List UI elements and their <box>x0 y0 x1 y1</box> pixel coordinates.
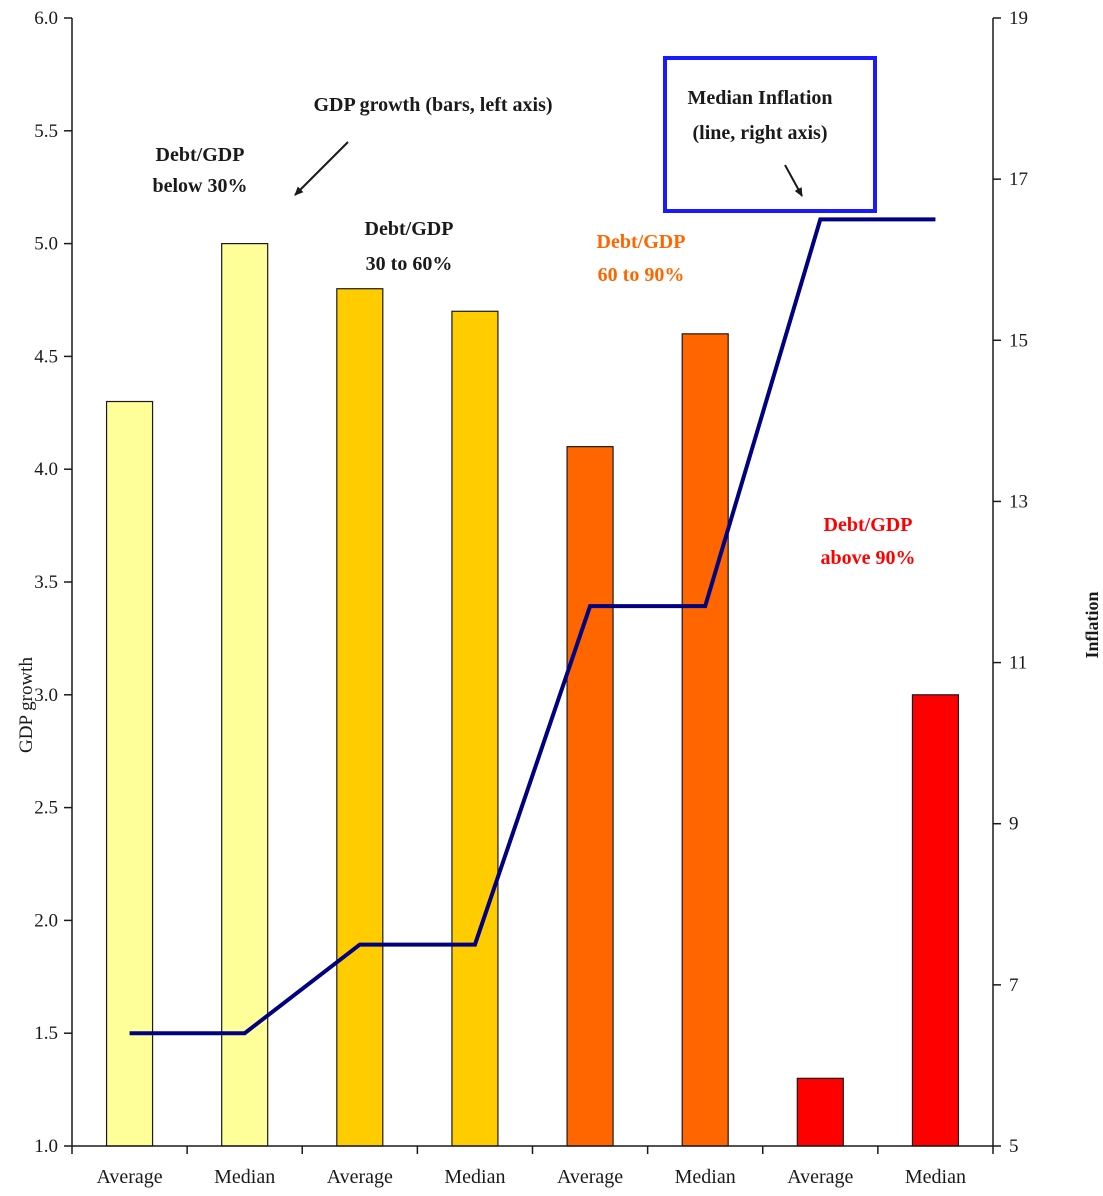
bar <box>451 310 499 1147</box>
bar <box>796 1077 844 1147</box>
bars-note-arrow <box>294 141 349 196</box>
line-note-1: Median Inflation <box>687 87 832 109</box>
inflation-line <box>129 217 936 1036</box>
group2-label-1: Debt/GDP <box>365 218 454 240</box>
y-tick-label: 4.5 <box>34 346 58 367</box>
y2-tick-label: 5 <box>1009 1136 1019 1157</box>
x-tick-label: Median <box>444 1166 505 1188</box>
bar <box>681 333 729 1147</box>
y-axis-title: GDP growth <box>16 657 37 753</box>
y2-tick-label: 11 <box>1009 653 1027 674</box>
x-tick-label: Average <box>557 1166 623 1188</box>
group4-label-2: above 90% <box>821 547 916 569</box>
bar <box>336 288 384 1147</box>
y-tick-label: 3.0 <box>34 685 58 706</box>
group1-label-2: below 30% <box>153 175 248 197</box>
line-note-arrow <box>784 164 803 197</box>
y2-tick-label: 7 <box>1009 975 1019 996</box>
x-tick-label: Median <box>675 1166 736 1188</box>
y-tick-label: 1.5 <box>34 1023 58 1044</box>
y-tick-label: 5.0 <box>34 234 58 255</box>
bar <box>566 446 614 1147</box>
group4-label-1: Debt/GDP <box>824 514 913 536</box>
group2-label-2: 30 to 60% <box>366 253 453 275</box>
axes: 1.0 1.5 2.0 2.5 3.0 3.5 4.0 4.5 5.0 5.5 6.0 5 7 9 11 13… <box>34 8 1028 1188</box>
x-tick-label: Median <box>905 1166 966 1188</box>
y-tick-label: 4.0 <box>34 459 58 480</box>
y-tick-label: 2.5 <box>34 798 58 819</box>
y-tick-label: 2.0 <box>34 910 58 931</box>
bar-series <box>105 243 960 1147</box>
y2-tick-label: 19 <box>1009 8 1028 29</box>
x-tick-label: Median <box>214 1166 275 1188</box>
y-tick-label: 6.0 <box>34 8 58 29</box>
y2-tick-label: 9 <box>1009 814 1019 835</box>
x-tick-label: Average <box>787 1166 853 1188</box>
x-tick-label: Average <box>96 1166 162 1188</box>
group3-label-2: 60 to 90% <box>598 264 685 286</box>
y-tick-label: 5.5 <box>34 121 58 142</box>
bar <box>105 400 154 1147</box>
line-note-2: (line, right axis) <box>693 122 828 144</box>
y2-axis-title: Inflation <box>1082 591 1102 658</box>
group1-label-1: Debt/GDP <box>156 144 245 166</box>
y2-tick-label: 17 <box>1009 169 1028 190</box>
y-tick-label: 1.0 <box>34 1136 58 1157</box>
group3-label-1: Debt/GDP <box>597 231 686 253</box>
bars-note: GDP growth (bars, left axis) <box>313 94 552 116</box>
y2-tick-label: 13 <box>1009 491 1028 512</box>
x-tick-label: Average <box>327 1166 393 1188</box>
y-tick-label: 3.5 <box>34 572 58 593</box>
bar <box>221 243 269 1147</box>
highlight-box <box>663 56 877 213</box>
bar <box>911 694 960 1147</box>
y2-tick-label: 15 <box>1009 330 1028 351</box>
inflation-line-series <box>129 217 936 1036</box>
